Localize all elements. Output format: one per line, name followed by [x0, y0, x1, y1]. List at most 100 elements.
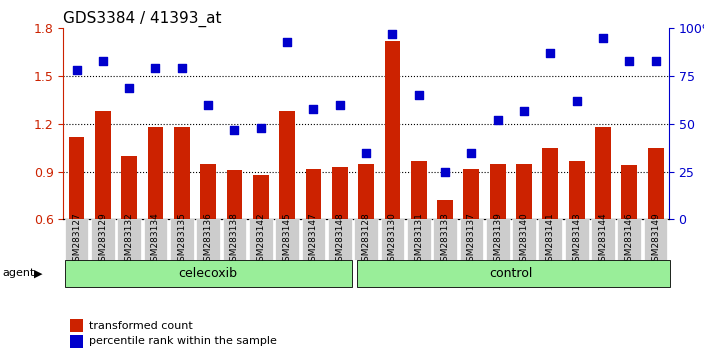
Bar: [460, 219, 483, 260]
Bar: [91, 219, 115, 260]
Text: GSM283131: GSM283131: [414, 212, 423, 267]
Bar: [200, 164, 216, 315]
Text: celecoxib: celecoxib: [179, 267, 238, 280]
Text: GSM283136: GSM283136: [203, 212, 213, 267]
Text: GSM283146: GSM283146: [625, 212, 634, 267]
Bar: [70, 319, 83, 332]
Text: GSM283143: GSM283143: [572, 212, 582, 267]
Text: GSM283144: GSM283144: [598, 212, 608, 267]
Bar: [332, 167, 348, 315]
Bar: [486, 219, 510, 260]
Bar: [196, 219, 220, 260]
Bar: [357, 260, 670, 287]
Bar: [565, 219, 589, 260]
Text: transformed count: transformed count: [89, 321, 193, 331]
Point: [571, 98, 582, 104]
Bar: [68, 137, 84, 315]
Bar: [622, 165, 637, 315]
Text: GSM283149: GSM283149: [651, 212, 660, 267]
Bar: [617, 219, 641, 260]
Point: [413, 92, 425, 98]
Bar: [279, 111, 295, 315]
Point: [598, 35, 609, 41]
Point: [229, 127, 240, 132]
Point: [439, 169, 451, 175]
Bar: [463, 169, 479, 315]
Text: GSM283147: GSM283147: [309, 212, 318, 267]
Text: agent: agent: [2, 268, 34, 278]
Text: GSM283139: GSM283139: [494, 212, 502, 267]
Point: [150, 65, 161, 71]
Point: [624, 58, 635, 64]
Bar: [437, 200, 453, 315]
Bar: [516, 164, 532, 315]
Bar: [148, 127, 163, 315]
Bar: [328, 219, 351, 260]
Bar: [65, 219, 89, 260]
Bar: [543, 148, 558, 315]
Text: GSM283128: GSM283128: [362, 212, 370, 267]
Point: [176, 65, 187, 71]
Bar: [249, 219, 272, 260]
Point: [334, 102, 346, 108]
Text: percentile rank within the sample: percentile rank within the sample: [89, 336, 277, 346]
Bar: [144, 219, 168, 260]
Bar: [648, 148, 664, 315]
Text: GSM283129: GSM283129: [99, 212, 107, 267]
Text: GSM283135: GSM283135: [177, 212, 187, 267]
Bar: [358, 164, 374, 315]
Point: [650, 58, 661, 64]
Bar: [433, 219, 457, 260]
Bar: [227, 170, 242, 315]
Bar: [170, 219, 194, 260]
Text: GSM283142: GSM283142: [256, 212, 265, 267]
Point: [545, 50, 556, 56]
Text: GSM283145: GSM283145: [282, 212, 291, 267]
Bar: [65, 260, 351, 287]
Bar: [384, 41, 401, 315]
Point: [466, 150, 477, 155]
Text: GSM283137: GSM283137: [467, 212, 476, 267]
Point: [255, 125, 266, 131]
Text: ▶: ▶: [34, 268, 42, 278]
Bar: [411, 161, 427, 315]
Point: [492, 117, 503, 123]
Point: [97, 58, 108, 64]
Bar: [306, 169, 321, 315]
Text: GSM283130: GSM283130: [388, 212, 397, 267]
Bar: [490, 164, 505, 315]
Bar: [381, 219, 404, 260]
Bar: [539, 219, 562, 260]
Text: GSM283140: GSM283140: [520, 212, 529, 267]
Bar: [407, 219, 431, 260]
Bar: [174, 127, 189, 315]
Bar: [591, 219, 615, 260]
Point: [123, 85, 134, 90]
Text: GSM283127: GSM283127: [72, 212, 81, 267]
Bar: [595, 127, 611, 315]
Text: GSM283141: GSM283141: [546, 212, 555, 267]
Bar: [118, 219, 141, 260]
Text: GDS3384 / 41393_at: GDS3384 / 41393_at: [63, 11, 222, 27]
Bar: [70, 335, 83, 348]
Point: [518, 108, 529, 113]
Point: [386, 31, 398, 37]
Text: GSM283133: GSM283133: [441, 212, 450, 267]
Text: GSM283138: GSM283138: [230, 212, 239, 267]
Point: [308, 106, 319, 112]
Bar: [301, 219, 325, 260]
Bar: [275, 219, 299, 260]
Bar: [643, 219, 667, 260]
Bar: [222, 219, 246, 260]
Bar: [569, 161, 584, 315]
Text: GSM283132: GSM283132: [125, 212, 134, 267]
Bar: [121, 156, 137, 315]
Point: [203, 102, 214, 108]
Point: [360, 150, 372, 155]
Text: GSM283148: GSM283148: [335, 212, 344, 267]
Bar: [95, 111, 111, 315]
Bar: [513, 219, 536, 260]
Text: control: control: [489, 267, 532, 280]
Point: [282, 39, 293, 45]
Text: GSM283134: GSM283134: [151, 212, 160, 267]
